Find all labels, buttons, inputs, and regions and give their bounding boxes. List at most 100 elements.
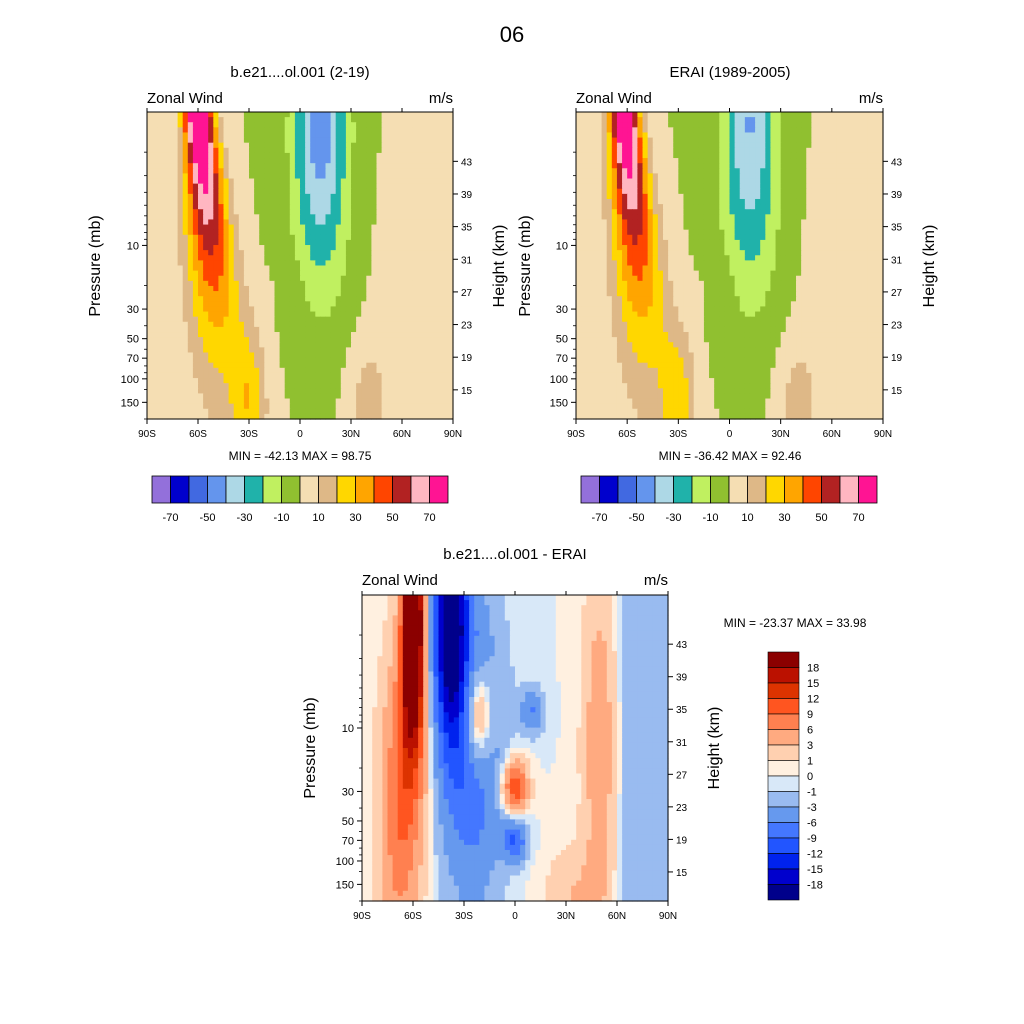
contour-cell: [693, 137, 700, 144]
contour-cell: [356, 132, 362, 139]
contour-cell: [627, 168, 633, 174]
contour-cell: [366, 127, 372, 134]
contour-cell: [402, 347, 408, 354]
contour-cell: [269, 306, 276, 313]
contour-cell: [157, 275, 163, 282]
contour-cell: [402, 152, 408, 159]
contour-cell: [162, 388, 168, 395]
contour-cell: [177, 112, 184, 118]
contour-cell: [576, 132, 582, 139]
contour-cell: [790, 214, 797, 221]
contour-cell: [223, 347, 230, 354]
contour-cell: [203, 398, 209, 405]
contour-cell: [172, 296, 179, 302]
contour-cell: [714, 173, 720, 180]
contour-cell: [152, 291, 158, 297]
contour-cell: [417, 112, 423, 118]
contour-cell: [356, 198, 362, 205]
contour-cell: [775, 152, 782, 159]
contour-cell: [233, 214, 240, 221]
contour-cell: [238, 408, 245, 415]
contour-cell: [611, 209, 618, 215]
contour-cell: [616, 183, 623, 190]
contour-cell: [300, 112, 306, 118]
contour-cell: [233, 280, 240, 287]
contour-cell: [422, 393, 429, 400]
contour-cell: [412, 193, 418, 200]
contour-cell: [821, 188, 828, 195]
contour-cell: [315, 224, 321, 231]
contour-cell: [218, 188, 225, 195]
contour-cell: [826, 158, 833, 164]
contour-cell: [243, 265, 250, 272]
contour-cell: [709, 112, 715, 118]
contour-cell: [172, 234, 179, 241]
contour-cell: [340, 229, 347, 236]
contour-cell: [187, 403, 194, 410]
contour-cell: [228, 260, 235, 267]
contour-cell: [688, 142, 695, 149]
contour-cell: [796, 214, 802, 221]
contour-cell: [412, 383, 418, 389]
contour-cell: [857, 132, 864, 139]
contour-cell: [243, 214, 250, 221]
contour-cell: [734, 158, 741, 164]
contour-cell: [703, 214, 710, 221]
contour-cell: [391, 316, 398, 323]
contour-cell: [228, 408, 235, 415]
contour-cell: [447, 270, 454, 277]
contour-cell: [152, 127, 158, 134]
contour-cell: [611, 142, 618, 149]
contour-cell: [442, 265, 449, 272]
contour-cell: [836, 142, 843, 149]
contour-cell: [422, 158, 429, 164]
contour-cell: [300, 234, 306, 241]
contour-cell: [842, 137, 848, 144]
contour-cell: [249, 367, 255, 374]
contour-cell: [775, 204, 782, 210]
contour-cell: [386, 142, 393, 149]
contour-cell: [223, 193, 230, 200]
contour-cell: [249, 178, 255, 185]
contour-cell: [755, 137, 761, 144]
contour-cell: [345, 301, 352, 308]
contour-cell: [437, 357, 444, 364]
contour-cell: [422, 291, 429, 297]
contour-cell: [862, 163, 869, 169]
contour-cell: [213, 352, 219, 359]
contour-cell: [816, 204, 823, 210]
contour-cell: [320, 147, 327, 154]
contour-cell: [842, 158, 848, 164]
contour-cell: [356, 301, 362, 308]
contour-cell: [693, 173, 700, 180]
contour-cell: [264, 234, 270, 241]
contour-cell: [601, 112, 608, 118]
contour-cell: [315, 291, 321, 297]
contour-cell: [796, 112, 802, 118]
contour-cell: [376, 311, 383, 318]
contour-cell: [325, 296, 332, 302]
contour-cell: [724, 127, 731, 134]
contour-cell: [402, 408, 408, 415]
contour-cell: [269, 173, 276, 180]
contour-cell: [432, 178, 439, 185]
contour-cell: [198, 357, 204, 364]
contour-cell: [775, 163, 782, 169]
contour-cell: [688, 127, 695, 134]
page-title: 06: [500, 22, 524, 47]
contour-cell: [157, 132, 163, 139]
contour-cell: [177, 147, 184, 154]
contour-cell: [274, 316, 281, 323]
contour-cell: [249, 326, 255, 333]
contour-cell: [310, 378, 316, 384]
contour-cell: [243, 332, 250, 338]
contour-cell: [606, 209, 613, 215]
contour-cell: [243, 398, 250, 405]
contour-cell: [330, 337, 337, 343]
contour-cell: [177, 352, 184, 359]
contour-cell: [289, 393, 296, 400]
contour-cell: [177, 193, 184, 200]
contour-cell: [294, 245, 301, 251]
contour-cell: [432, 219, 439, 226]
contour-cell: [198, 270, 204, 277]
